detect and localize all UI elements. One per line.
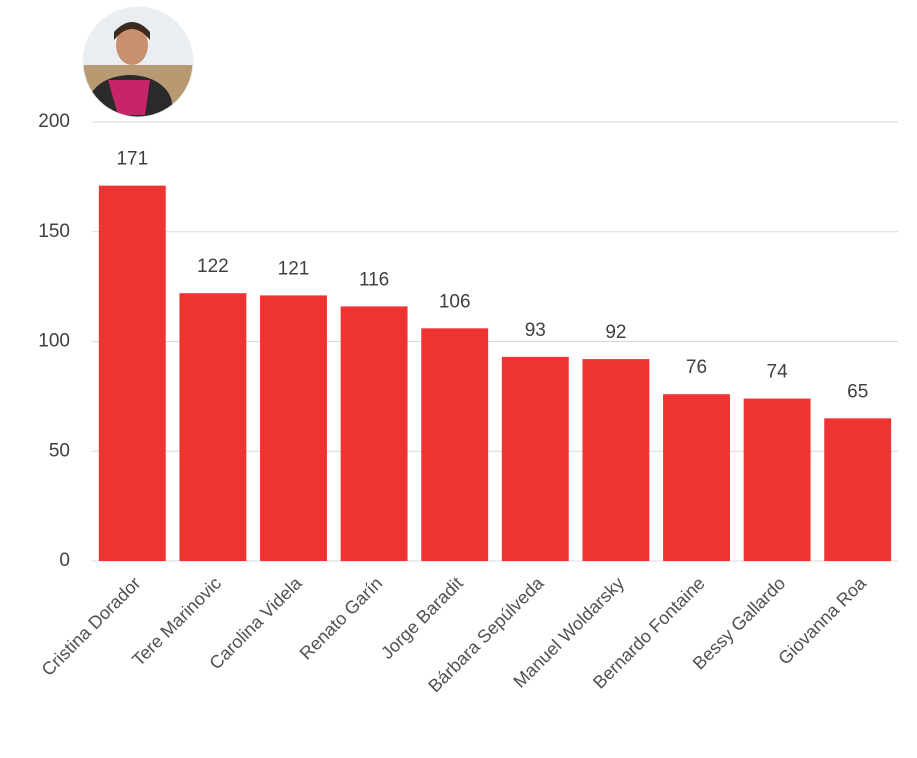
avatar: [82, 6, 194, 118]
y-tick-label: 150: [38, 221, 70, 242]
bar: [98, 185, 166, 561]
y-tick-label: 50: [49, 440, 70, 461]
value-label: 74: [767, 362, 789, 383]
bar: [179, 293, 247, 561]
bar: [824, 418, 892, 561]
value-label: 92: [605, 322, 626, 343]
value-label: 171: [116, 149, 148, 170]
y-tick-label: 200: [38, 111, 70, 132]
x-tick-label: Renato Garín: [296, 573, 387, 664]
bar: [743, 398, 811, 561]
value-label: 121: [278, 258, 310, 279]
bar: [260, 295, 327, 561]
value-label: 93: [525, 320, 546, 341]
x-tick-label: Jorge Baradit: [377, 573, 467, 663]
value-label: 116: [359, 269, 389, 290]
bar: [340, 306, 408, 561]
bar: [421, 328, 489, 561]
x-tick-label: Cristina Dorador: [38, 573, 145, 680]
value-label: 76: [686, 357, 707, 378]
bar: [501, 356, 569, 561]
y-tick-label: 0: [59, 550, 70, 571]
value-label: 122: [197, 256, 229, 277]
bar: [663, 394, 730, 561]
y-tick-label: 100: [38, 331, 70, 352]
bar: [582, 359, 650, 561]
value-label: 106: [439, 291, 471, 312]
value-label: 65: [847, 381, 868, 402]
